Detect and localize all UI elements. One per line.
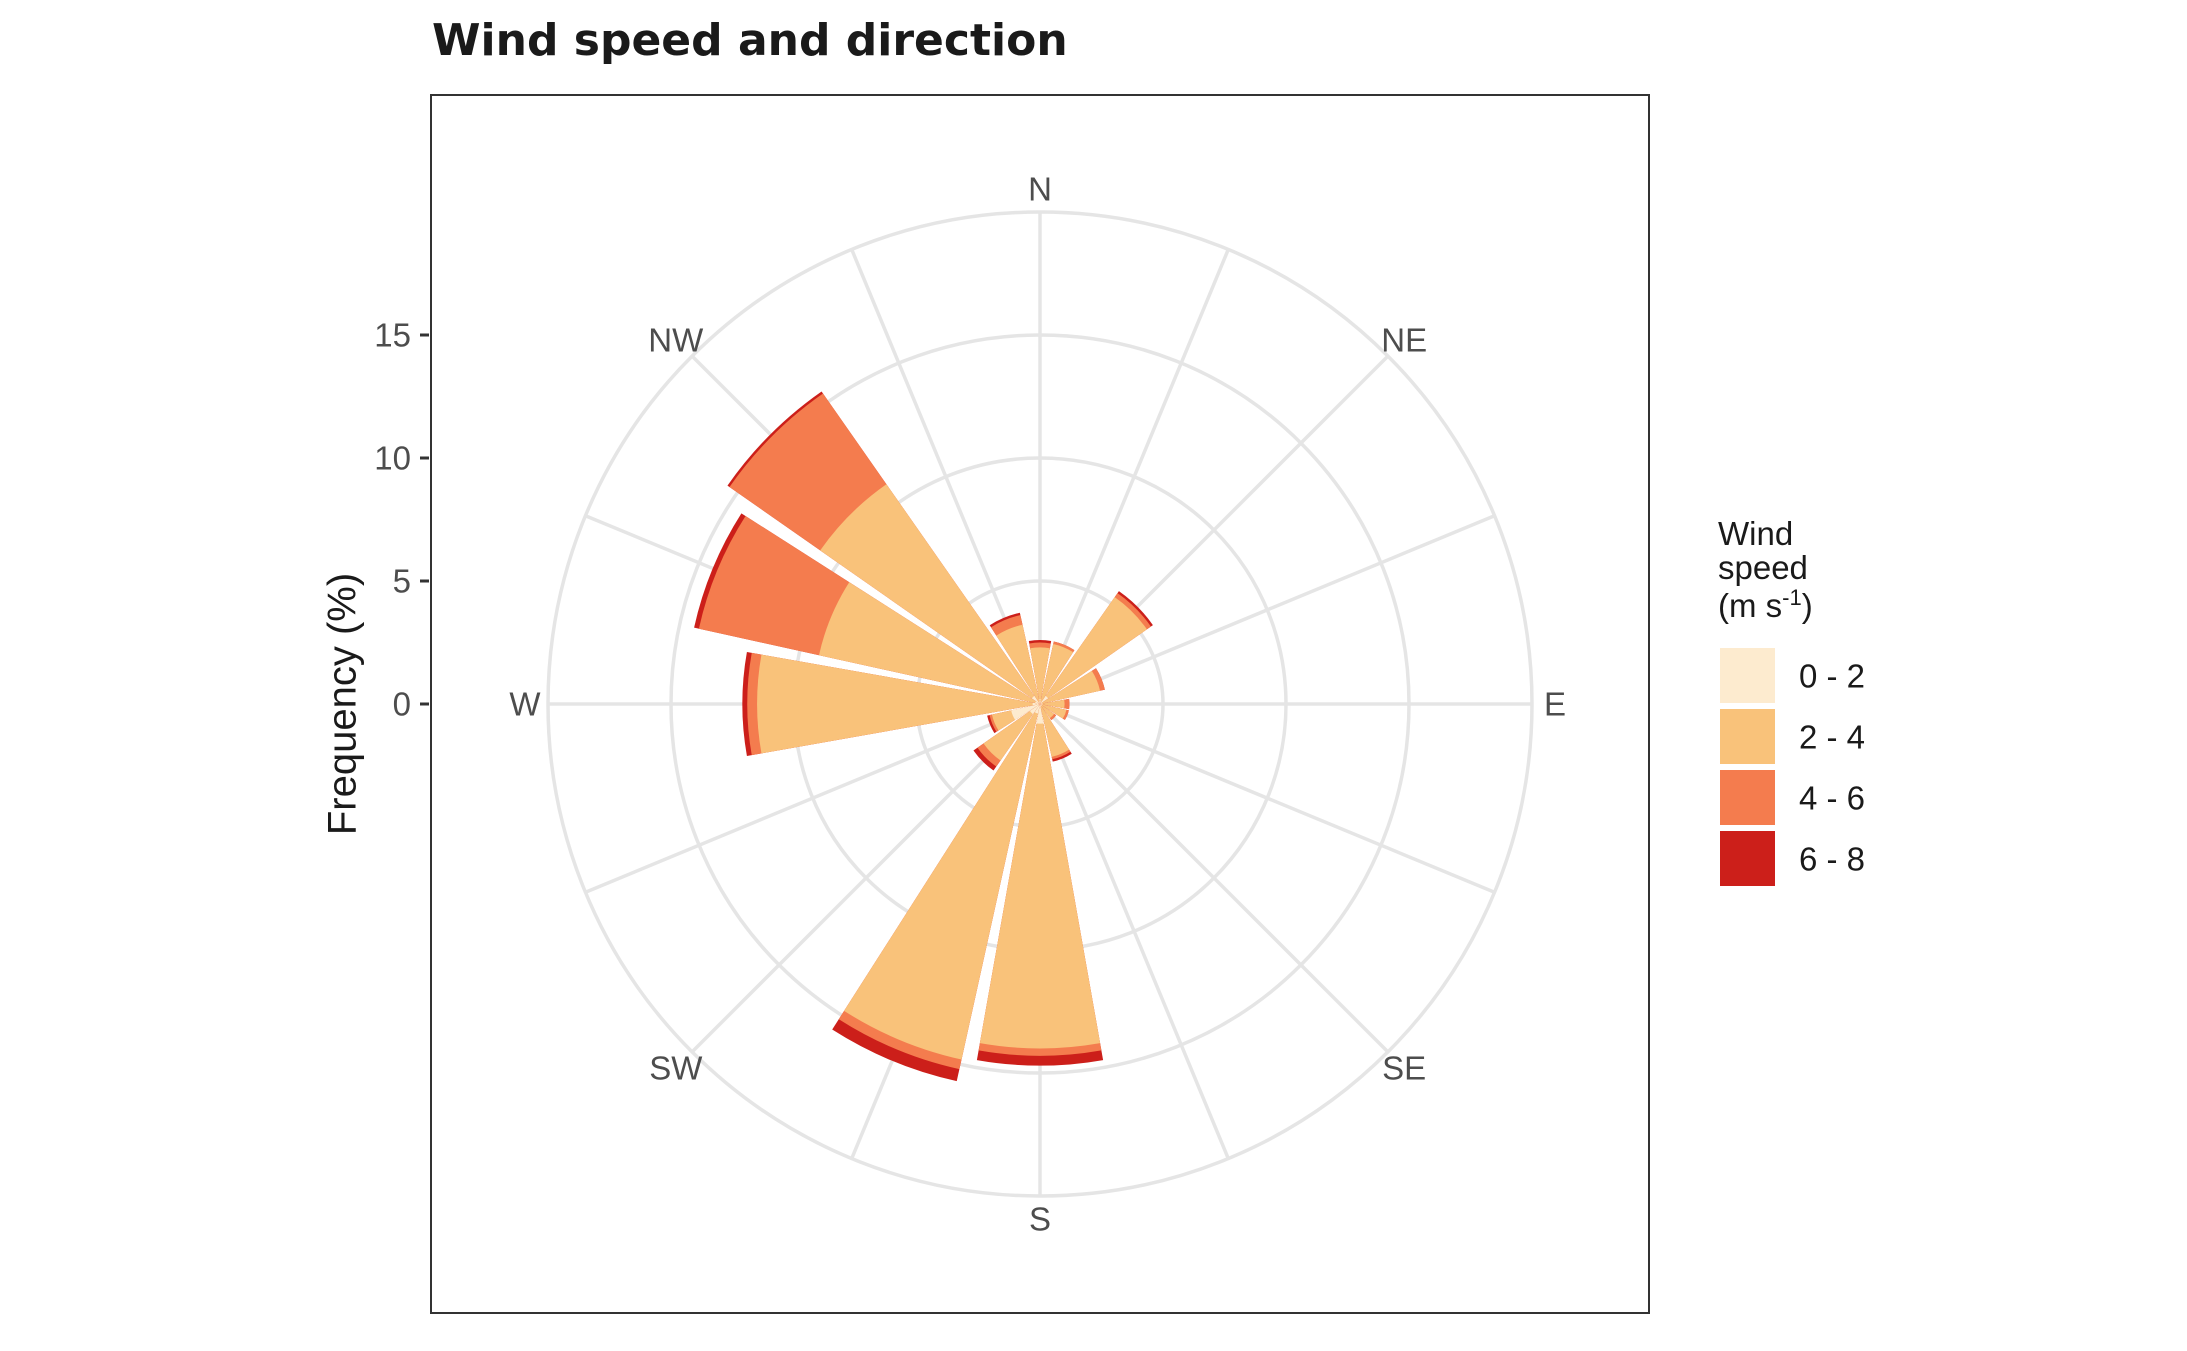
legend-label-0: 0 - 2 — [1799, 658, 1865, 695]
y-tick-label: 15 — [374, 317, 411, 354]
legend-swatch-0 — [1720, 648, 1775, 703]
y-tick-label: 10 — [374, 440, 411, 477]
legend-label-3: 6 - 8 — [1799, 841, 1865, 878]
wedge-ne-bin-1 — [1040, 597, 1147, 704]
wedge-sse-bin-1 — [1040, 704, 1070, 757]
wedge-sw-bin-1 — [983, 704, 1040, 761]
wedge-w-bin-0 — [1032, 702, 1040, 706]
wedge-s-bin-1 — [979, 704, 1101, 1049]
legend-title-line2: speed — [1718, 549, 1808, 586]
wedge-ene-bin-1 — [1040, 670, 1101, 704]
wedge-ne-bin-0 — [1040, 695, 1049, 704]
legend-unit-base: (m s — [1718, 587, 1782, 624]
y-tick-label: 0 — [393, 686, 411, 723]
wind-bars — [694, 391, 1153, 1082]
wedge-sse-bin-0 — [1040, 704, 1042, 707]
wedge-nw-bin-1 — [820, 484, 1040, 704]
direction-label-w: W — [509, 686, 541, 723]
y-axis-label: Frequency (%) — [321, 573, 365, 835]
legend-unit-sup: -1 — [1782, 585, 1802, 610]
direction-labels: N NE E SE S SW W NW — [509, 171, 1566, 1238]
wedge-e-bin-0 — [1040, 703, 1043, 705]
chart-title: Wind speed and direction — [432, 15, 1068, 66]
legend-unit-close: ) — [1802, 587, 1813, 624]
wedge-nnw-bin-0 — [1038, 701, 1040, 704]
y-tick-label: 5 — [393, 563, 411, 600]
wedge-nw-bin-0 — [1031, 695, 1040, 704]
wedge-s-bin-0 — [1036, 704, 1044, 724]
y-axis: 0 5 10 15 — [374, 317, 429, 723]
legend-swatch-1 — [1720, 709, 1775, 764]
legend-label-1: 2 - 4 — [1799, 719, 1865, 756]
direction-label-ne: NE — [1381, 321, 1427, 358]
grid-spoke — [690, 702, 1042, 1054]
wedge-wnw-bin-0 — [1035, 701, 1040, 704]
grid-spoke — [1038, 703, 1230, 1160]
grid-spoke — [1038, 702, 1390, 1054]
wedge-nne-bin-1 — [1040, 643, 1074, 704]
wedge-e-bin-1 — [1040, 699, 1065, 709]
direction-label-nw: NW — [648, 321, 704, 358]
direction-label-n: N — [1028, 171, 1052, 208]
wedge-ese-bin-1 — [1040, 704, 1067, 719]
legend-items: 0 - 2 2 - 4 4 - 6 6 - 8 — [1720, 648, 1865, 886]
grid-spoke — [1039, 514, 1496, 706]
wedge-se-bin-1 — [1040, 704, 1055, 719]
direction-label-sw: SW — [649, 1050, 703, 1087]
grid-spoke — [1039, 702, 1496, 894]
grid-spoke — [1038, 248, 1230, 705]
wedge-n-bin-0 — [1039, 699, 1041, 704]
direction-label-e: E — [1544, 686, 1566, 723]
wedge-wsw-bin-0 — [1011, 704, 1040, 720]
wedge-se-bin-0 — [1040, 704, 1043, 707]
grid-spoke — [584, 702, 1041, 894]
legend-title-line1: Wind — [1718, 515, 1793, 552]
wedge-nnw-bin-1 — [996, 624, 1040, 704]
wedge-w-bin-1 — [757, 654, 1040, 754]
direction-label-s: S — [1029, 1201, 1051, 1238]
wedge-wnw-bin-1 — [819, 582, 1040, 704]
wedge-ssw-bin-1 — [844, 704, 1040, 1060]
legend: Wind speed (m s-1) 0 - 2 2 - 4 4 - 6 6 - 8 — [1718, 515, 1865, 886]
legend-swatch-3 — [1720, 831, 1775, 886]
legend-label-2: 4 - 6 — [1799, 780, 1865, 817]
legend-swatch-2 — [1720, 770, 1775, 825]
wedge-ese-bin-0 — [1040, 704, 1043, 706]
wedge-nne-bin-0 — [1040, 701, 1042, 704]
wedge-ene-bin-0 — [1040, 702, 1043, 704]
direction-label-se: SE — [1382, 1050, 1426, 1087]
wedge-ssw-bin-0 — [1034, 704, 1040, 714]
legend-title-unit: (m s-1) — [1718, 585, 1813, 625]
wedge-n-bin-1 — [1030, 647, 1050, 704]
wedge-sw-bin-0 — [1029, 704, 1040, 715]
